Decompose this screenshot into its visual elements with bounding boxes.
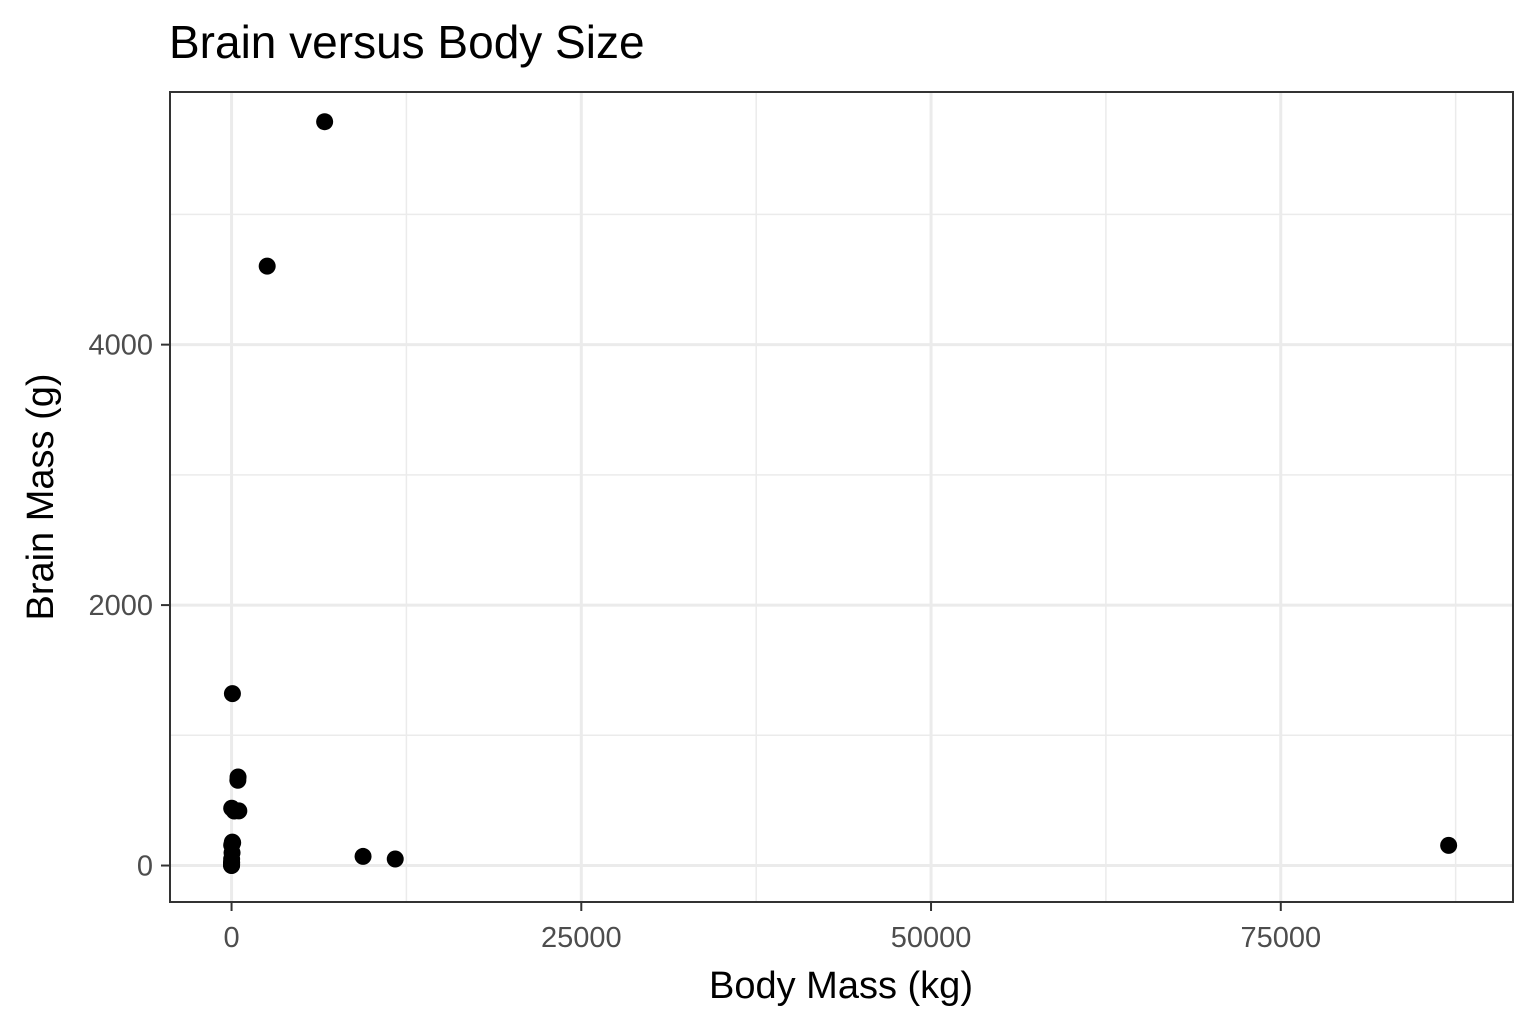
- data-point: [316, 113, 334, 131]
- x-axis-ticks: 0 25000 50000 75000: [223, 902, 1321, 954]
- data-point: [223, 685, 241, 703]
- x-tick-label: 25000: [541, 922, 622, 954]
- y-tick-label: 4000: [88, 330, 153, 362]
- y-tick-label: 2000: [88, 590, 153, 622]
- x-tick-label: 50000: [891, 922, 972, 954]
- data-point: [1440, 836, 1458, 854]
- y-axis-ticks: 0 2000 4000: [88, 330, 170, 883]
- x-axis-title: Body Mass (kg): [709, 965, 973, 1007]
- x-tick-label: 75000: [1240, 922, 1321, 954]
- minor-gridlines: [170, 92, 1513, 902]
- data-point: [223, 856, 241, 874]
- x-tick-label: 0: [223, 922, 239, 954]
- data-point: [225, 802, 243, 820]
- plot-panel: [170, 92, 1513, 902]
- data-point: [386, 850, 404, 868]
- data-point: [258, 257, 276, 275]
- data-point: [229, 771, 247, 789]
- data-point: [354, 847, 372, 865]
- data-points: [223, 113, 1458, 874]
- chart-title: Brain versus Body Size: [169, 16, 645, 68]
- plot-border: [169, 91, 1514, 903]
- y-tick-label: 0: [137, 851, 153, 883]
- y-axis-title: Brain Mass (g): [20, 373, 62, 620]
